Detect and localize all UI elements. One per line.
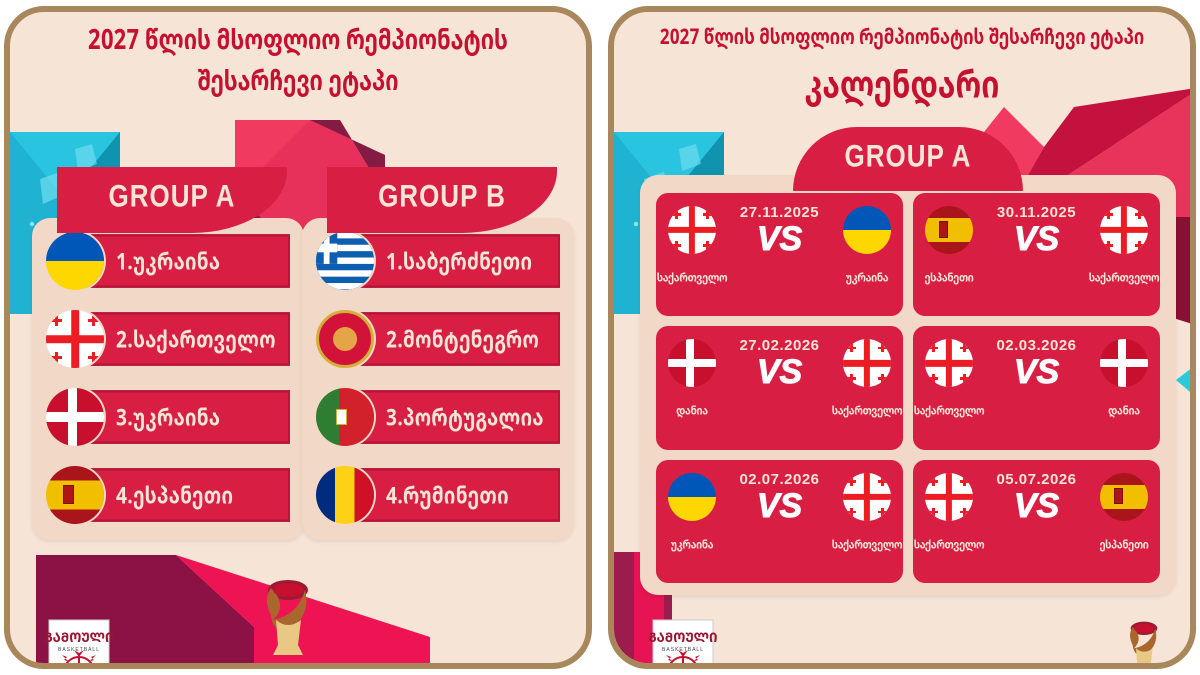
svg-text:ᲒᲐᲛᲝᲣᲚᲘ: ᲒᲐᲛᲝᲣᲚᲘ [45,628,113,646]
svg-text:ᲒᲐᲛᲝᲣᲚᲘ: ᲒᲐᲛᲝᲣᲚᲘ [649,628,717,646]
svg-text:BASKETBALL: BASKETBALL [58,647,100,653]
svg-text:BASKETBALL: BASKETBALL [662,647,704,653]
